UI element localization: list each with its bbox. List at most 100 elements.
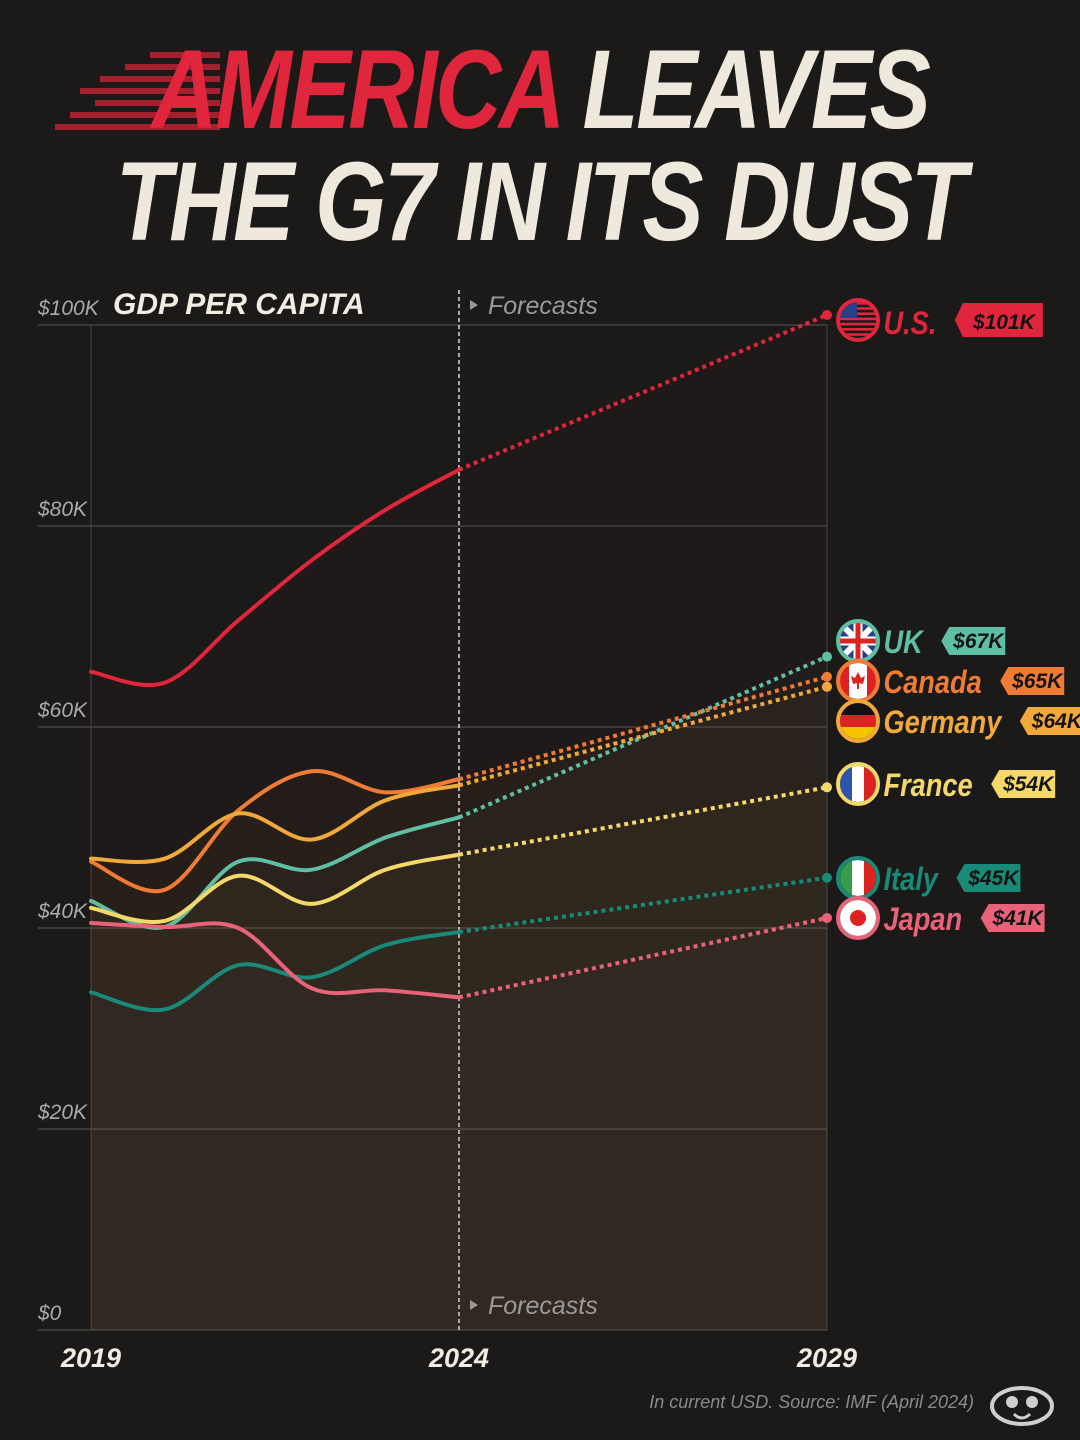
flag-uk-icon <box>840 623 876 659</box>
flag-stripe <box>840 766 852 802</box>
flag-stripe <box>840 860 852 896</box>
forecast-arrow-icon <box>470 300 478 310</box>
country-name: Germany <box>884 705 1003 741</box>
y-tick-label: $80K <box>37 498 88 521</box>
value-badge-text: $54K <box>1002 773 1055 796</box>
value-badge-text: $101K <box>972 311 1037 334</box>
value-badge <box>980 904 1045 932</box>
flag-band <box>840 663 849 699</box>
flag-stripe <box>840 328 876 331</box>
forecast-arrow-icon <box>470 1300 478 1310</box>
country-name: France <box>884 768 973 804</box>
flag-cross <box>840 623 876 659</box>
source-note: In current USD. Source: IMF (April 2024) <box>649 1392 974 1412</box>
value-badge-text: $41K <box>991 907 1044 930</box>
headline-line-2: THE G7 IN ITS DUST <box>115 139 967 264</box>
flag-stripe <box>852 860 864 896</box>
country-label-france: France $54K <box>836 762 1056 806</box>
y-tick-label: $20K <box>37 1101 88 1124</box>
value-badge <box>941 627 1006 655</box>
flag-sun <box>850 910 866 926</box>
forecast-line-italy <box>458 875 828 934</box>
value-badge-text: $65K <box>1011 670 1064 693</box>
headline-highlight: AMERICA <box>151 27 562 152</box>
y-tick-label: $40K <box>37 900 88 923</box>
flag-ring <box>836 762 880 806</box>
flag-stripe <box>840 312 876 315</box>
country-name: UK <box>884 625 926 661</box>
value-badge-text: $45K <box>967 867 1020 890</box>
country-name: Italy <box>884 862 940 898</box>
country-label-uk: UK $67K <box>836 619 1006 663</box>
flag-stripe <box>840 317 876 321</box>
x-tick-label: 2024 <box>428 1343 489 1373</box>
flag-italy-icon <box>840 860 876 896</box>
endpoint-dot-italy <box>822 872 832 883</box>
country-name: U.S. <box>884 306 937 342</box>
flag-stripe <box>840 307 876 310</box>
flag-stripe <box>840 322 876 326</box>
flag-us-icon <box>840 302 876 336</box>
country-name: Japan <box>884 902 963 938</box>
series-line-italy <box>89 930 461 1013</box>
forecast-line-uk <box>458 654 828 820</box>
speed-lines-flag-icon <box>55 52 220 130</box>
series-line-canada <box>89 769 461 894</box>
forecast-line-us <box>458 313 828 472</box>
series-line-japan <box>89 920 461 1000</box>
publisher-logo-icon <box>990 1386 1054 1426</box>
endpoint-dot-japan <box>822 912 832 923</box>
flag-stripe <box>840 727 876 739</box>
flag-stripe <box>840 333 876 336</box>
flag-germany-icon <box>840 703 876 739</box>
value-badge <box>1000 667 1065 695</box>
flag-stripe <box>840 703 876 715</box>
flag-band <box>867 663 876 699</box>
series-line-germany <box>89 783 461 865</box>
endpoint-dot-canada <box>822 671 832 682</box>
flag-france-icon <box>840 766 876 802</box>
flag-ring <box>836 896 880 940</box>
headline-rest: LEAVES <box>559 27 931 152</box>
forecasts-label-bottom: Forecasts <box>488 1292 598 1320</box>
flag-stripe <box>840 715 876 727</box>
country-label-germany: Germany $64K <box>836 699 1080 743</box>
flag-ring <box>836 298 880 342</box>
headline-line-1: AMERICA LEAVES <box>97 30 983 150</box>
endpoint-dot-germany <box>822 681 832 692</box>
flag-stripe <box>864 860 876 896</box>
y-tick-label: $100K <box>37 297 100 320</box>
country-name: Canada <box>884 665 982 701</box>
flag-canada-icon <box>840 663 876 699</box>
country-label-canada: Canada $65K <box>836 659 1065 703</box>
value-badge <box>991 770 1056 798</box>
value-badge-text: $67K <box>952 630 1005 653</box>
country-label-us: U.S. $101K <box>836 298 1043 342</box>
value-badge-text: $64K <box>1031 710 1080 733</box>
x-tick-label: 2019 <box>60 1343 121 1373</box>
value-badge <box>1019 707 1080 735</box>
value-badge <box>956 864 1021 892</box>
y-tick-label: $0 <box>37 1302 62 1325</box>
series-line-us <box>89 467 461 688</box>
endpoint-dot-uk <box>822 651 832 662</box>
country-label-italy: Italy $45K <box>836 856 1021 900</box>
y-tick-label: $60K <box>37 699 88 722</box>
flag-stripe <box>840 302 876 305</box>
series-line-france <box>89 852 461 924</box>
flag-stripe <box>852 766 864 802</box>
country-label-japan: Japan $41K <box>836 896 1045 940</box>
forecasts-label-top: Forecasts <box>488 292 598 320</box>
value-badge <box>954 303 1043 337</box>
endpoint-dot-us <box>822 309 832 320</box>
forecast-line-japan <box>458 915 828 1000</box>
forecast-line-france <box>458 785 828 857</box>
endpoint-dot-france <box>822 782 832 793</box>
flag-ring <box>836 699 880 743</box>
maple-leaf <box>851 672 865 689</box>
x-tick-label: 2029 <box>796 1343 857 1373</box>
flag-stripe <box>864 766 876 802</box>
flag-japan-icon <box>840 900 876 936</box>
chart-title: GDP PER CAPITA <box>113 288 365 321</box>
